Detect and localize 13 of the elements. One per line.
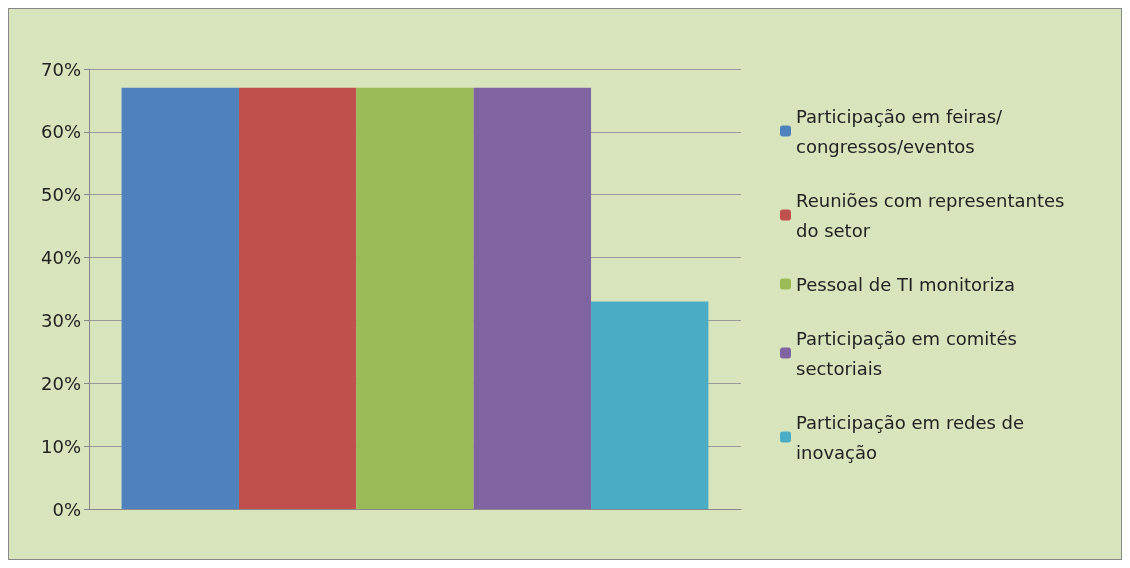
legend-label: Participação em feiras/congressos/eventos	[796, 105, 1004, 157]
legend-label: Participação em redes de inovação	[796, 411, 1030, 463]
y-tick-label: 20%	[40, 372, 81, 394]
y-tick-label: 70%	[40, 58, 81, 80]
y-tick-label: 0%	[52, 498, 81, 520]
y-tick-label: 60%	[40, 121, 81, 143]
y-tick-label: 30%	[40, 309, 81, 331]
y-tick-label: 10%	[40, 435, 81, 457]
legend-label: Pessoal de TI monitoriza	[796, 273, 1015, 295]
legend-label: Participação em comités sectoriais	[796, 327, 1023, 379]
y-tick-label: 50%	[40, 184, 81, 206]
y-tick-label: 40%	[40, 247, 81, 269]
legend-label: Reuniões com representantes do setor	[796, 189, 1071, 241]
